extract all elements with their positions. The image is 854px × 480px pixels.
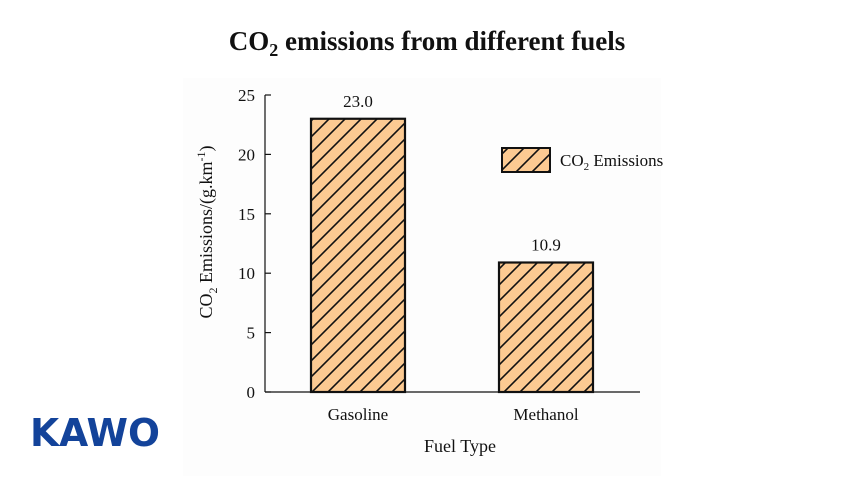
legend-label: CO2 Emissions xyxy=(560,151,663,173)
category-labels: Gasoline Methanol xyxy=(328,405,579,424)
legend: CO2 Emissions xyxy=(501,147,663,173)
bars xyxy=(309,117,595,394)
chart-title: CO2 emissions from different fuels xyxy=(229,26,625,60)
y-tick-label: 15 xyxy=(238,205,255,224)
kawo-logo: KAWO xyxy=(30,411,160,455)
bar-methanol xyxy=(497,261,595,394)
y-tick-label: 25 xyxy=(238,86,255,105)
value-label: 23.0 xyxy=(343,92,373,111)
value-labels: 23.0 10.9 xyxy=(343,92,561,255)
logo-text: KAWO xyxy=(30,411,160,455)
y-tick-label: 5 xyxy=(247,324,256,343)
y-tick-label: 0 xyxy=(247,383,256,402)
y-tick-label: 10 xyxy=(238,264,255,283)
y-axis-label: CO2 Emissions/(g.km-1) xyxy=(194,145,220,318)
bar-gasoline xyxy=(309,117,407,394)
category-label: Methanol xyxy=(513,405,578,424)
legend-swatch xyxy=(501,147,551,173)
x-axis-label: Fuel Type xyxy=(424,436,496,456)
value-label: 10.9 xyxy=(531,236,561,255)
y-tick-label: 20 xyxy=(238,145,255,164)
y-ticks: 0 5 10 15 20 25 xyxy=(238,86,271,402)
category-label: Gasoline xyxy=(328,405,388,424)
